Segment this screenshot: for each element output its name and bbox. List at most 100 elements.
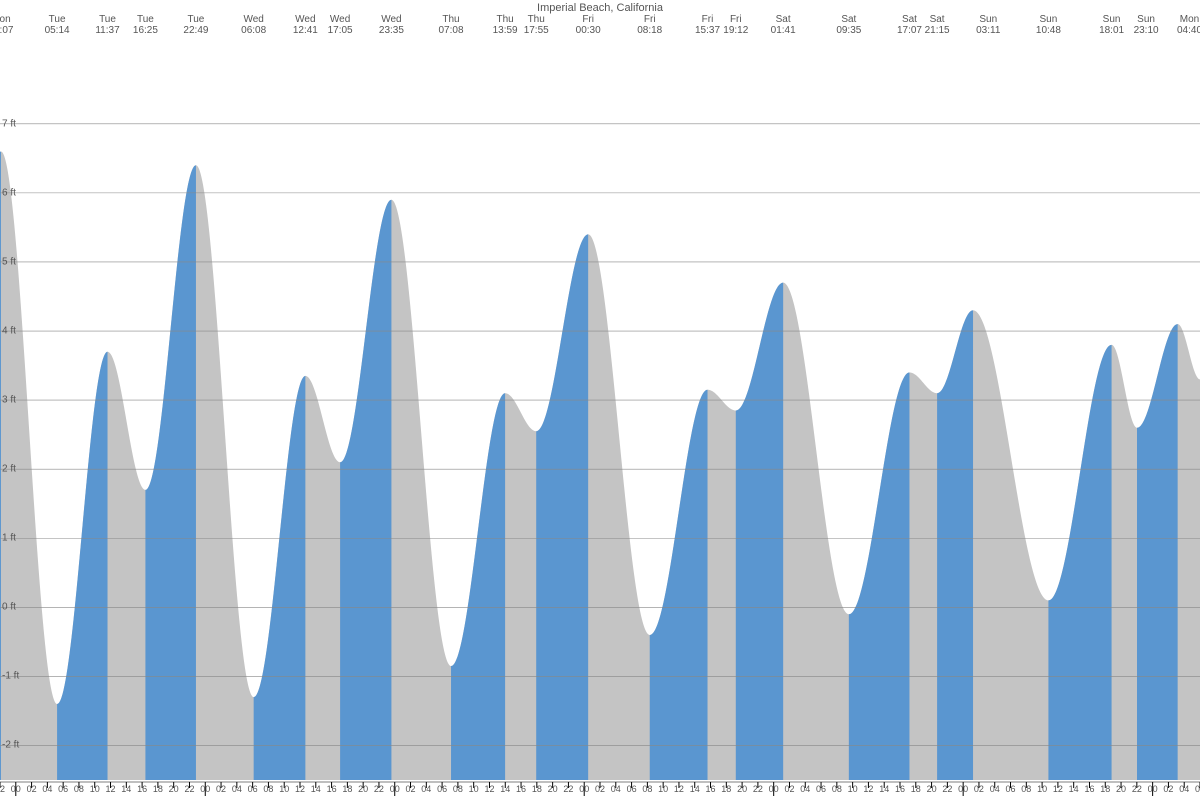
hour-label: 06 [627,784,637,794]
hour-label: 20 [169,784,179,794]
hour-label: 16 [137,784,147,794]
hour-label: 18 [532,784,542,794]
y-tick-label: 2 ft [2,464,16,475]
hour-label: 20 [927,784,937,794]
tide-chart: Imperial Beach, California Mon22:07 Tue05… [0,0,1200,800]
y-tick-label: 4 ft [2,326,16,337]
rising-area [1048,345,1111,780]
extrema-label: Thu13:59 [493,14,518,36]
hour-label: 18 [1100,784,1110,794]
rising-area [736,283,783,780]
hour-label: 18 [721,784,731,794]
rising-area [254,376,306,780]
rising-area [451,393,505,780]
y-tick-label: 1 ft [2,533,16,544]
hour-label: 04 [611,784,621,794]
hour-label: 22 [563,784,573,794]
hour-label: 14 [121,784,131,794]
hour-label: 12 [1053,784,1063,794]
hour-label: 04 [800,784,810,794]
hour-label: 14 [500,784,510,794]
y-tick-label: 6 ft [2,187,16,198]
extrema-label: Thu17:55 [524,14,549,36]
hour-label: 22 [1132,784,1142,794]
hour-label: 10 [90,784,100,794]
extrema-labels: Mon22:07Tue05:14Tue11:37Tue16:25Tue22:49… [0,14,1200,44]
extrema-label: Tue22:49 [183,14,208,36]
hour-label: 22 [374,784,384,794]
hour-label: 02 [1163,784,1173,794]
rising-area [650,390,708,780]
hour-label: 06 [816,784,826,794]
y-tick-label: 7 ft [2,118,16,129]
extrema-label: Fri00:30 [576,14,601,36]
chart-title: Imperial Beach, California [0,2,1200,14]
hour-label: 02 [406,784,416,794]
hour-label: 10 [658,784,668,794]
hour-label: 00 [579,784,589,794]
hour-label: 02 [974,784,984,794]
hour-label: 12 [863,784,873,794]
hour-label: 22 [753,784,763,794]
extrema-label: Wed06:08 [241,14,266,36]
extrema-label: Sat21:15 [925,14,950,36]
extrema-label: Sun10:48 [1036,14,1061,36]
extrema-label: Tue16:25 [133,14,158,36]
hour-label: 22 [942,784,952,794]
hour-label: 10 [848,784,858,794]
extrema-label: Fri19:12 [723,14,748,36]
hour-label: 12 [674,784,684,794]
hour-label: 12 [295,784,305,794]
hour-label: 12 [484,784,494,794]
hour-label: 16 [516,784,526,794]
hour-label: 14 [311,784,321,794]
y-tick-label: 3 ft [2,395,16,406]
extrema-label: Wed12:41 [293,14,318,36]
hour-label: 08 [453,784,463,794]
rising-area [1137,324,1178,780]
extrema-label: Tue05:14 [45,14,70,36]
hour-label: 02 [784,784,794,794]
hour-label: 18 [153,784,163,794]
hour-label: 20 [1116,784,1126,794]
extrema-label: Sat17:07 [897,14,922,36]
hour-label: 20 [358,784,368,794]
hour-label: 14 [690,784,700,794]
hour-label: 02 [27,784,37,794]
hour-label: 00 [200,784,210,794]
hour-label: 00 [1148,784,1158,794]
hour-label: 08 [263,784,273,794]
extrema-label: Wed23:35 [379,14,404,36]
hour-label: 16 [895,784,905,794]
rising-area [849,372,910,780]
hour-label: 22 [184,784,194,794]
extrema-label: Mon04:40 [1177,14,1200,36]
hour-label: 20 [548,784,558,794]
hour-label: 06 [1006,784,1016,794]
extrema-label: Fri08:18 [637,14,662,36]
rising-area [937,310,973,780]
hour-label: 02 [595,784,605,794]
hour-label: 04 [42,784,52,794]
hour-label: 10 [1037,784,1047,794]
hour-label: 08 [74,784,84,794]
rising-area [536,234,588,780]
hour-label: 06 [248,784,258,794]
y-tick-label: 0 ft [2,602,16,613]
hour-label: 00 [390,784,400,794]
extrema-label: Sun03:11 [976,14,1000,36]
hour-label: 04 [421,784,431,794]
extrema-label: Sun18:01 [1099,14,1124,36]
hour-label: 06 [437,784,447,794]
extrema-label: Mon22:07 [0,14,13,36]
rising-area [57,352,107,780]
extrema-label: Thu07:08 [439,14,464,36]
chart-svg [0,0,1200,800]
y-tick-label: -1 ft [2,671,19,682]
hour-label: 20 [737,784,747,794]
hour-label: 08 [642,784,652,794]
hour-label: 06 [58,784,68,794]
hour-label: 08 [832,784,842,794]
hour-label: 16 [1084,784,1094,794]
hour-label: 00 [769,784,779,794]
